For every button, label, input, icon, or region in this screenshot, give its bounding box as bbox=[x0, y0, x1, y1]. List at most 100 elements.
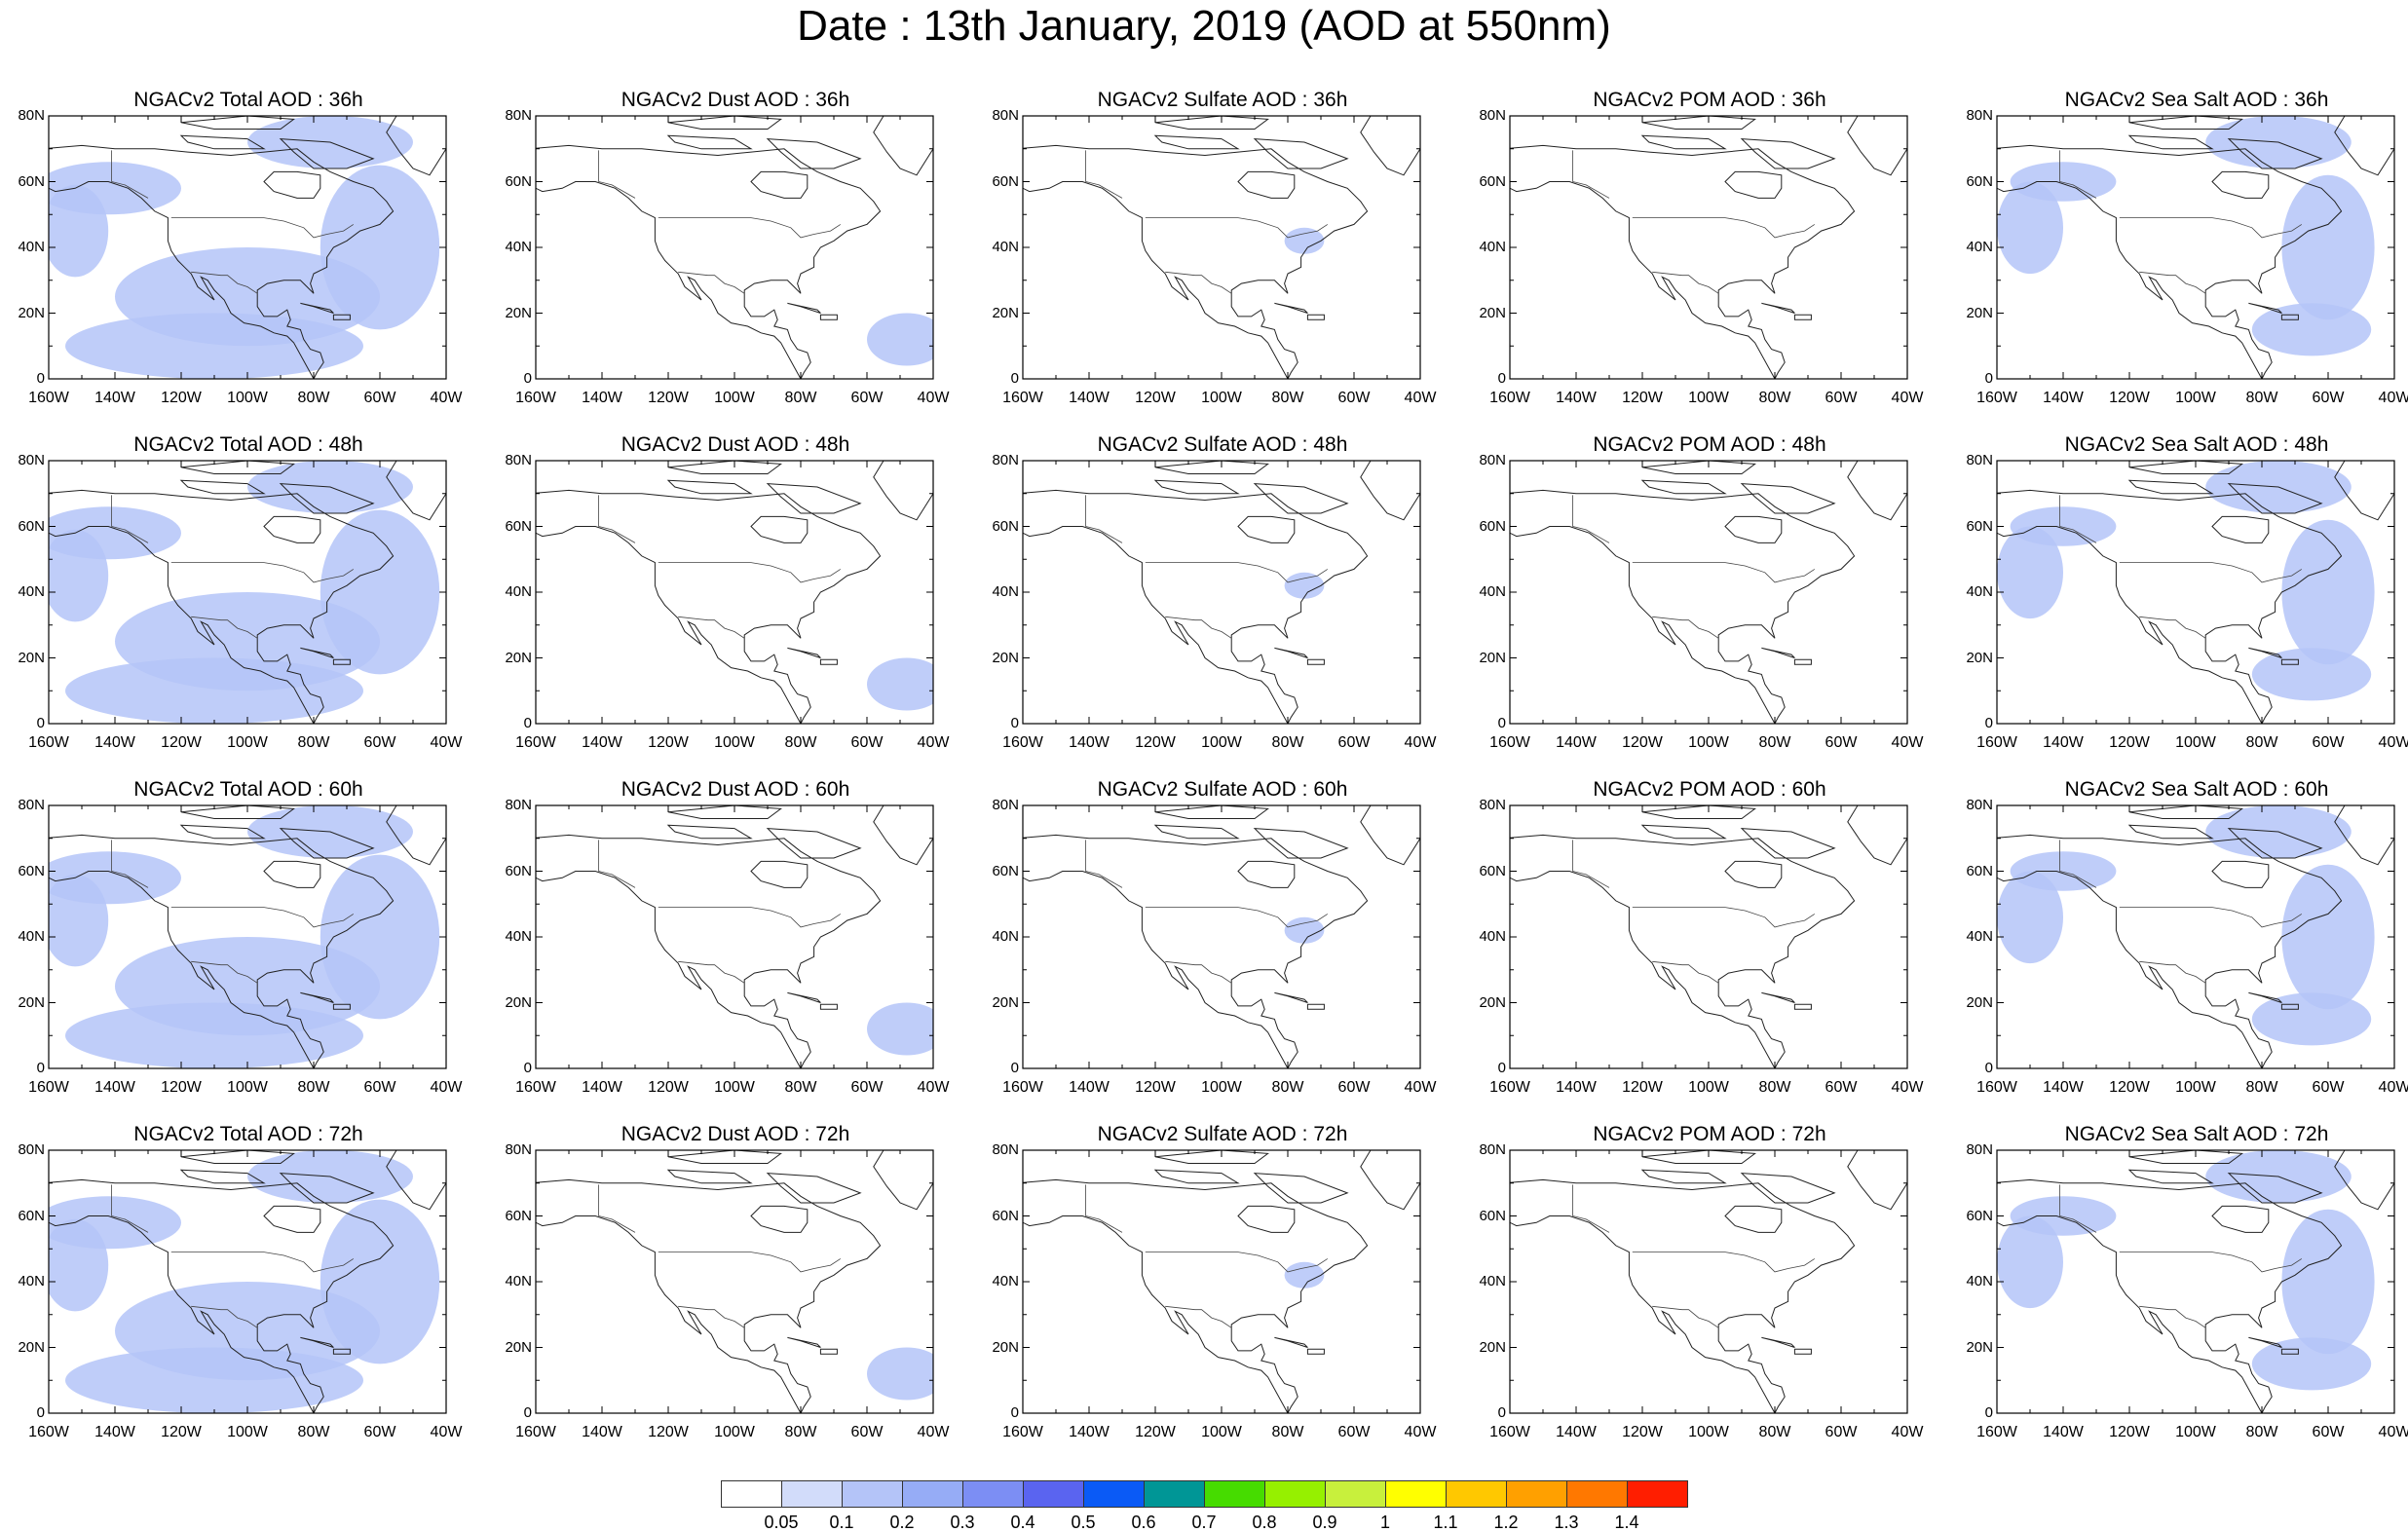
coastline bbox=[666, 824, 753, 840]
coastline bbox=[300, 1336, 334, 1348]
lon-tick-label: 100W bbox=[1688, 734, 1729, 751]
aod-shading bbox=[867, 313, 933, 366]
country-border bbox=[598, 495, 636, 543]
coastline bbox=[1023, 1178, 1369, 1413]
coastline bbox=[1153, 824, 1240, 840]
lon-tick-label: 100W bbox=[1201, 390, 1242, 406]
lon-tick-label: 120W bbox=[1135, 390, 1176, 406]
aod-field-map bbox=[1996, 115, 2395, 380]
coastline bbox=[2280, 1348, 2299, 1355]
lon-tick-label: 120W bbox=[1135, 734, 1176, 751]
lon-tick-label: 60W bbox=[1337, 1079, 1371, 1096]
aod-field-map bbox=[535, 1149, 934, 1414]
aod-shading bbox=[867, 1002, 933, 1056]
coastline bbox=[2248, 991, 2282, 1003]
lat-tick-label: 60N bbox=[18, 517, 45, 535]
aod-field-map bbox=[48, 804, 447, 1069]
country-border bbox=[658, 217, 842, 239]
coastline bbox=[332, 658, 351, 665]
lon-tick-label: 40W bbox=[1404, 390, 1437, 406]
lat-tick-label: 0 bbox=[1010, 370, 1019, 387]
lon-tick-label: 80W bbox=[1271, 390, 1304, 406]
lon-tick-label: 60W bbox=[1337, 734, 1371, 751]
coastline bbox=[819, 1003, 838, 1010]
lat-tick-label: 80N bbox=[18, 452, 45, 468]
aod-field-map bbox=[535, 115, 934, 380]
map-frame bbox=[1022, 460, 1421, 725]
aod-shading bbox=[1997, 871, 2063, 964]
aod-shading bbox=[2010, 506, 2117, 546]
country-border bbox=[2139, 1305, 2206, 1328]
lat-tick-label: 40N bbox=[1479, 239, 1506, 255]
lon-tick-label: 60W bbox=[363, 1424, 396, 1440]
coastline bbox=[1154, 1150, 1269, 1164]
country-border bbox=[1165, 960, 1232, 984]
lon-tick-label: 80W bbox=[784, 734, 817, 751]
map-frame bbox=[1509, 115, 1908, 380]
colorbar-label: 0.8 bbox=[1252, 1513, 1277, 1532]
coastline bbox=[1253, 483, 1349, 514]
lon-tick-label: 140W bbox=[582, 1424, 622, 1440]
lon-tick-label: 120W bbox=[161, 390, 202, 406]
coastline bbox=[766, 138, 862, 169]
country-border bbox=[2059, 150, 2097, 199]
coastline bbox=[179, 479, 266, 495]
coastline bbox=[873, 1150, 933, 1211]
coastline bbox=[332, 1003, 351, 1010]
lon-tick-label: 160W bbox=[515, 1424, 556, 1440]
lat-tick-label: 0 bbox=[36, 370, 45, 387]
lat-tick-label: 20N bbox=[18, 993, 45, 1011]
lat-tick-label: 80N bbox=[1479, 1141, 1506, 1158]
map-area bbox=[1996, 1149, 2395, 1414]
coastline bbox=[49, 1178, 395, 1413]
coastline bbox=[300, 991, 334, 1003]
lon-tick-label: 60W bbox=[2312, 1079, 2345, 1096]
aod-shading bbox=[320, 509, 440, 675]
map-panel-seasalt: NGACv2 Sea Salt AOD : 48h 80N 60N 40N 20N 0 16… bbox=[1948, 432, 2408, 773]
map-frame bbox=[1509, 460, 1908, 725]
coastline bbox=[1237, 860, 1296, 888]
lat-tick-label: 80N bbox=[18, 797, 45, 813]
figure-title: Date : 13th January, 2019 (AOD at 550nm) bbox=[797, 2, 1611, 50]
lon-tick-label: 80W bbox=[1271, 1424, 1304, 1440]
lat-tick-label: 0 bbox=[1497, 715, 1506, 731]
country-border bbox=[1632, 217, 1816, 239]
coastline bbox=[1154, 461, 1269, 474]
lat-tick-label: 40N bbox=[18, 239, 45, 255]
map-panel-sulfate: NGACv2 Sulfate AOD : 36h 80N 60N 40N 20N 0 160… bbox=[974, 88, 1442, 429]
lon-tick-label: 40W bbox=[1404, 1079, 1437, 1096]
colorbar-swatch bbox=[1325, 1480, 1386, 1508]
aod-field-map bbox=[48, 115, 447, 380]
country-border bbox=[191, 271, 258, 294]
lat-tick-label: 20N bbox=[505, 993, 532, 1011]
country-border bbox=[1165, 616, 1232, 639]
lon-tick-label: 100W bbox=[227, 390, 268, 406]
coastline bbox=[1360, 805, 1420, 866]
lat-tick-label: 20N bbox=[1479, 1338, 1506, 1356]
map-panel-pom: NGACv2 POM AOD : 48h 80N 60N 40N 20N 0 160W 140… bbox=[1461, 432, 1929, 773]
lat-tick-label: 60N bbox=[18, 1207, 45, 1224]
lat-tick-label: 0 bbox=[1984, 715, 1993, 731]
map-area bbox=[1022, 1149, 1421, 1414]
lat-tick-label: 80N bbox=[992, 452, 1019, 468]
lat-tick-label: 0 bbox=[1984, 1060, 1993, 1076]
aod-field-map bbox=[48, 1149, 447, 1414]
aod-field-map bbox=[1996, 1149, 2395, 1414]
lat-tick-label: 40N bbox=[992, 583, 1019, 600]
coastline bbox=[49, 489, 395, 724]
lat-tick-label: 20N bbox=[1966, 1338, 1993, 1356]
coastline bbox=[1306, 1348, 1325, 1355]
map-frame bbox=[1022, 1149, 1421, 1414]
colorbar-swatch bbox=[1506, 1480, 1567, 1508]
colorbar-swatch bbox=[1023, 1480, 1084, 1508]
coastline bbox=[1641, 1150, 1756, 1164]
colorbar-swatch bbox=[902, 1480, 963, 1508]
coastline bbox=[1997, 1178, 2343, 1413]
coastline bbox=[667, 116, 782, 130]
lon-tick-label: 60W bbox=[1825, 734, 1858, 751]
lon-tick-label: 40W bbox=[1891, 1079, 1924, 1096]
lat-tick-label: 0 bbox=[1497, 1060, 1506, 1076]
colorbar-swatch bbox=[1627, 1480, 1688, 1508]
country-border bbox=[1572, 495, 1610, 543]
country-border bbox=[191, 616, 258, 639]
